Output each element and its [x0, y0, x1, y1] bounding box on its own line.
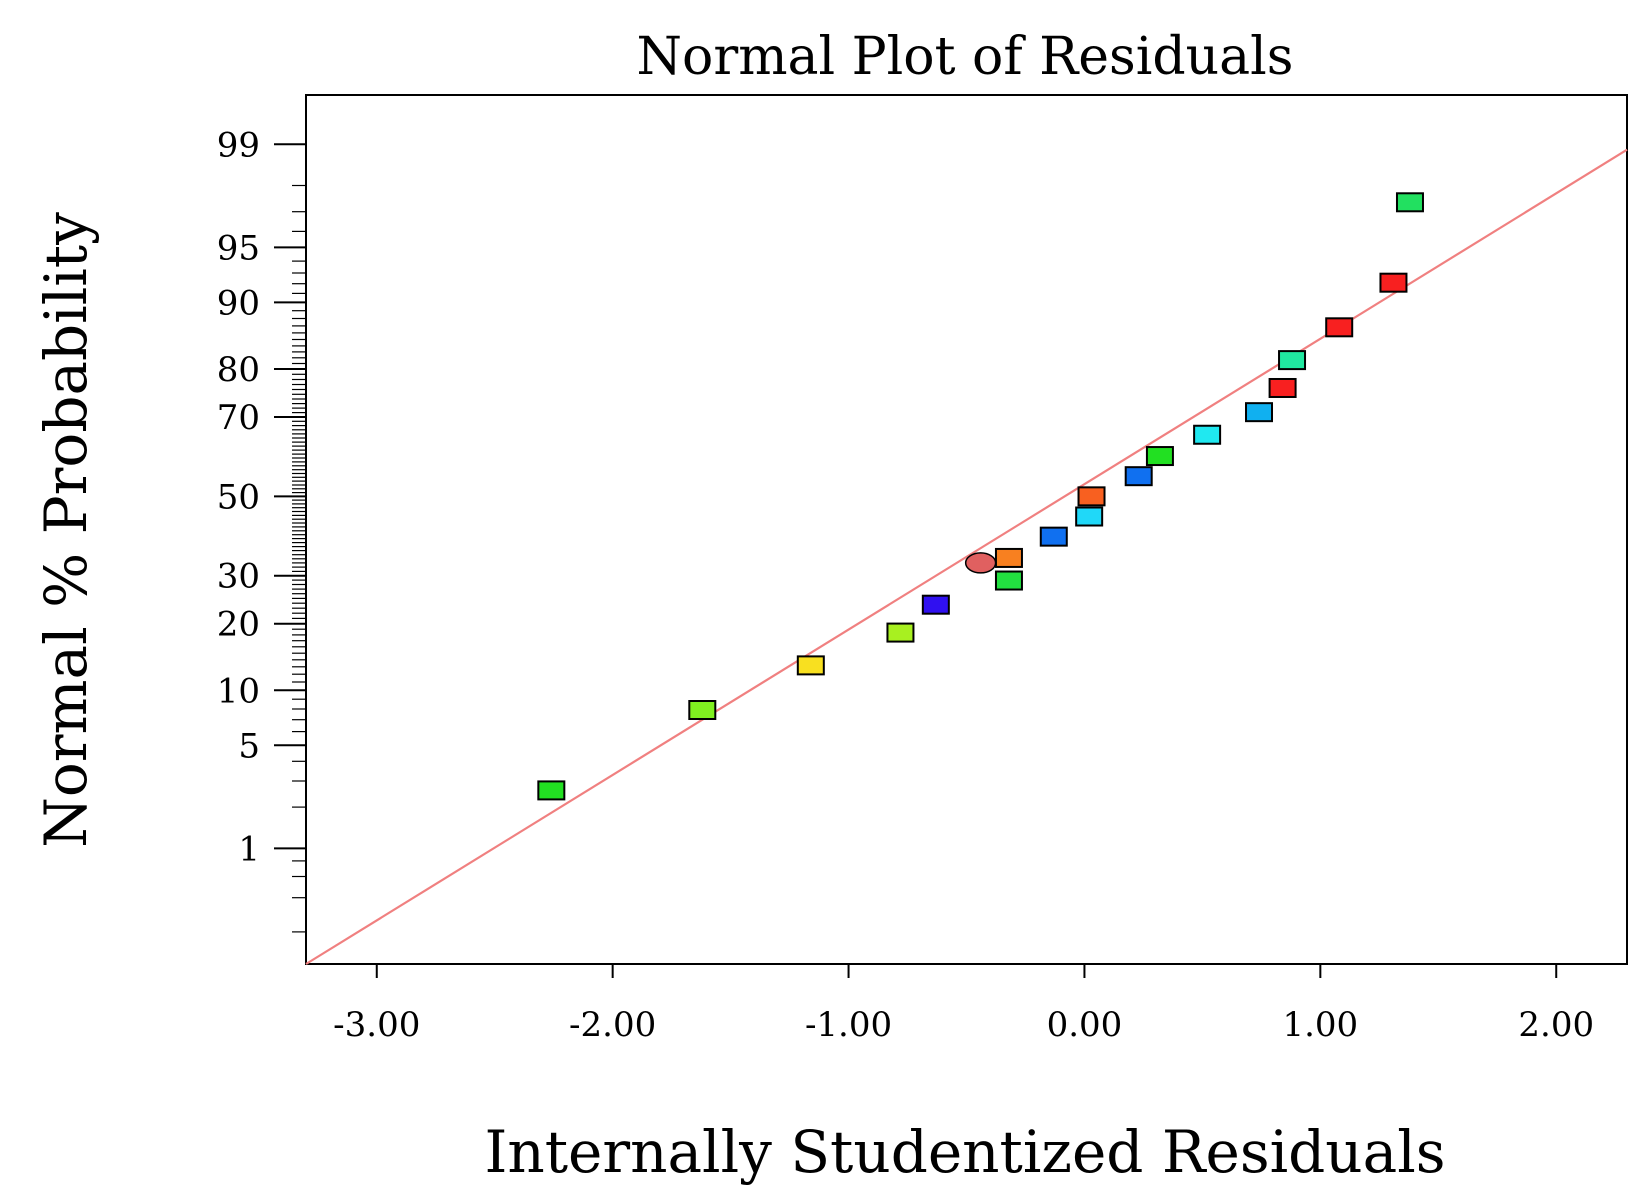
residual-point	[688, 700, 717, 721]
residual-point	[921, 594, 950, 615]
y-axis-label: Normal % Probability	[32, 212, 100, 848]
y-tick-label: 1	[238, 829, 260, 869]
residual-point	[1245, 402, 1274, 423]
residual-point	[994, 547, 1023, 568]
residual-point	[964, 552, 997, 574]
x-tick-label: -2.00	[569, 1005, 656, 1045]
residual-point	[1395, 192, 1424, 213]
reference-line	[305, 148, 1628, 965]
y-tick-label: 95	[217, 228, 260, 268]
residual-point	[537, 780, 566, 801]
y-tick-label: 30	[217, 557, 260, 597]
y-tick-label: 99	[217, 125, 260, 165]
y-tick-label: 10	[217, 671, 260, 711]
x-axis: -3.00 -2.00 -1.00 0.00 1.00 2.00	[333, 964, 1594, 1045]
y-tick-label: 5	[238, 726, 260, 766]
y-axis: 1 5 10 20 30 50 70 80 90 95 99	[217, 125, 306, 933]
y-tick-label: 20	[217, 605, 260, 645]
y-tick-label: 90	[217, 283, 260, 323]
residual-point	[1193, 424, 1222, 445]
residual-point	[796, 655, 825, 676]
x-tick-label: -3.00	[333, 1005, 420, 1045]
residual-point	[1325, 317, 1354, 338]
y-tick-label: 50	[217, 477, 260, 517]
x-axis-label: Internally Studentized Residuals	[484, 1118, 1445, 1186]
residual-point	[886, 622, 915, 643]
data-points	[537, 192, 1424, 801]
residual-point	[1278, 350, 1307, 371]
x-tick-label: 2.00	[1518, 1005, 1594, 1045]
residual-point	[1124, 466, 1153, 487]
y-tick-label: 80	[217, 350, 260, 390]
residual-point	[994, 570, 1023, 591]
residual-point	[1039, 526, 1068, 547]
residual-point	[1077, 486, 1106, 507]
reference-line-layer	[305, 148, 1628, 965]
plot-area	[305, 94, 1628, 965]
residual-point	[1379, 272, 1408, 293]
residual-point	[1075, 506, 1104, 527]
x-tick-label: 1.00	[1282, 1005, 1358, 1045]
chart-title: Normal Plot of Residuals	[637, 27, 1294, 87]
x-tick-label: 0.00	[1047, 1005, 1123, 1045]
x-tick-label: -1.00	[805, 1005, 892, 1045]
y-tick-label: 70	[217, 398, 260, 438]
residual-point	[1268, 377, 1297, 398]
residual-point	[1145, 446, 1174, 467]
